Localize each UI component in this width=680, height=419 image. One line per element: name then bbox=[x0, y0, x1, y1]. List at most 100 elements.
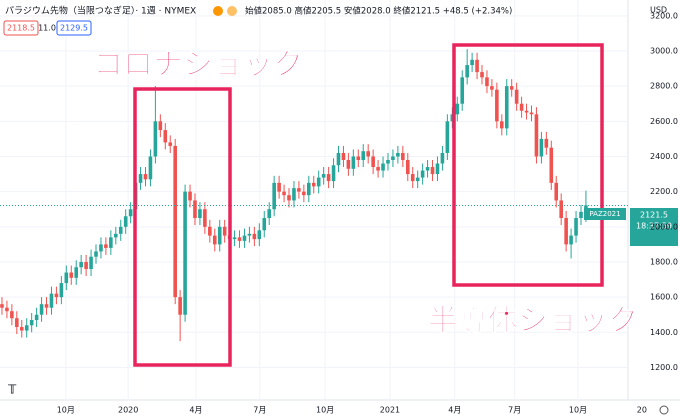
candle-body bbox=[371, 156, 375, 168]
candle-body bbox=[475, 59, 479, 73]
candle-body bbox=[405, 160, 410, 175]
candle-body bbox=[356, 156, 361, 160]
currency[interactable]: USD bbox=[650, 6, 667, 15]
candle-body bbox=[104, 244, 108, 248]
candle-body bbox=[455, 103, 460, 115]
x-tick-label: 10月 bbox=[569, 406, 587, 415]
candle-body bbox=[44, 304, 49, 308]
spread: 11.0 bbox=[38, 24, 56, 33]
candle-body bbox=[153, 121, 158, 157]
candle-body bbox=[24, 325, 29, 331]
candle-body bbox=[470, 59, 474, 66]
y-tick-label: 3200.0 bbox=[650, 11, 678, 20]
candle-body bbox=[10, 311, 14, 319]
candle-body bbox=[485, 77, 489, 87]
candle-body bbox=[257, 230, 262, 240]
candle-body bbox=[292, 188, 296, 201]
candle-body bbox=[64, 272, 69, 284]
candle-body bbox=[277, 182, 281, 192]
candle-body bbox=[138, 174, 143, 183]
candle-body bbox=[410, 174, 415, 182]
candle-body bbox=[59, 283, 64, 298]
candle-body bbox=[554, 182, 559, 201]
candle-body bbox=[559, 200, 563, 219]
candle-body bbox=[217, 226, 222, 245]
candle-body bbox=[34, 314, 39, 320]
candle-body bbox=[178, 297, 182, 315]
candle-body bbox=[79, 261, 83, 268]
y-tick-label: 1400.0 bbox=[650, 328, 678, 337]
x-tick-label: 10月 bbox=[316, 406, 334, 415]
candle-body bbox=[500, 121, 504, 129]
candle-body bbox=[252, 233, 257, 240]
candle-body bbox=[203, 209, 207, 227]
ask-box[interactable] bbox=[56, 20, 92, 36]
y-tick-label: 2600.0 bbox=[650, 117, 678, 126]
candle-body bbox=[514, 89, 519, 104]
candle-body bbox=[346, 160, 351, 169]
plot bbox=[0, 0, 628, 400]
candle-body bbox=[109, 237, 113, 248]
last-price-tag bbox=[630, 208, 678, 246]
candle-body bbox=[529, 112, 534, 115]
candle-body bbox=[361, 151, 366, 160]
candle-body bbox=[198, 209, 202, 219]
candle-body bbox=[579, 211, 583, 219]
countdown: 18:37:59 bbox=[636, 222, 672, 231]
candle-body bbox=[366, 151, 370, 157]
candle-body bbox=[39, 304, 44, 315]
x-tick-label: 7月 bbox=[253, 406, 266, 415]
candle-body bbox=[420, 170, 425, 178]
candle-body bbox=[282, 191, 286, 196]
candle-body bbox=[381, 163, 385, 171]
candle-body bbox=[341, 152, 346, 160]
y-tick-label: 2400.0 bbox=[650, 152, 678, 161]
candle-body bbox=[183, 191, 187, 315]
candle-body bbox=[94, 251, 98, 257]
candle-body bbox=[287, 195, 291, 201]
bid-box[interactable] bbox=[3, 20, 39, 36]
y-tick-label: 1800.0 bbox=[650, 257, 678, 266]
symbol-tag bbox=[584, 208, 626, 220]
candle-body bbox=[222, 226, 227, 236]
y-tick-label: 1200.0 bbox=[650, 363, 678, 372]
x-tick-label: 20 bbox=[637, 406, 647, 415]
candle-body bbox=[247, 233, 252, 236]
candle-body bbox=[193, 200, 197, 219]
candle-body bbox=[311, 182, 316, 187]
highlight-box bbox=[133, 87, 232, 367]
candle-body bbox=[460, 77, 465, 104]
candle-body bbox=[99, 244, 103, 252]
candle-body bbox=[89, 256, 93, 270]
candle-body bbox=[564, 218, 568, 245]
x-tick-label: 2020 bbox=[118, 406, 138, 415]
candle-body bbox=[331, 165, 336, 182]
candle-body bbox=[519, 103, 524, 111]
candle-body bbox=[316, 177, 321, 187]
candle-body bbox=[425, 167, 430, 171]
symbol-title[interactable]: パラジウム先物（当限つなぎ足）· 1週 · NYMEX bbox=[5, 5, 196, 17]
candle-body bbox=[440, 152, 445, 164]
candle-body bbox=[326, 174, 331, 182]
candle-body bbox=[321, 174, 326, 178]
candle-body bbox=[539, 138, 544, 157]
candle-body bbox=[5, 307, 9, 312]
candle-body bbox=[490, 86, 494, 90]
x-tick-label: 4月 bbox=[448, 406, 461, 415]
x-tick-label: 7月 bbox=[508, 406, 521, 415]
candle-body bbox=[237, 237, 242, 241]
settings-icon[interactable] bbox=[659, 405, 669, 415]
candle-body bbox=[173, 145, 177, 298]
ohlc-values: 始値2085.0 高値2205.5 安値2028.0 終値2121.5 +48.… bbox=[245, 6, 512, 17]
candle-body bbox=[49, 293, 54, 308]
candle-body bbox=[212, 235, 217, 245]
candle-body bbox=[544, 138, 549, 148]
candle-body bbox=[569, 235, 573, 245]
candle-body bbox=[307, 182, 311, 196]
candle-body bbox=[574, 218, 578, 236]
x-tick-label: 2021 bbox=[380, 406, 400, 415]
candle-body bbox=[148, 156, 153, 180]
